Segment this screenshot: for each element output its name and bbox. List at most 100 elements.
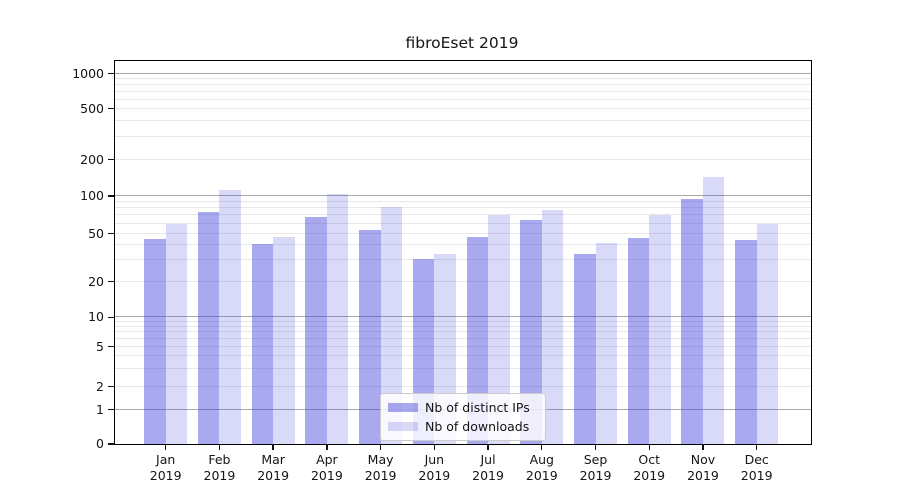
- gridline-minor: [115, 367, 811, 369]
- x-tick-label: Jul 2019: [472, 452, 504, 483]
- y-tick-mark: [108, 233, 114, 235]
- y-tick-mark: [108, 443, 114, 445]
- x-tick-label: Aug 2019: [525, 452, 558, 483]
- x-tick-mark: [165, 444, 167, 450]
- y-tick-label: 100: [80, 188, 104, 203]
- gridline-minor: [115, 355, 811, 357]
- gridline-minor: [115, 200, 811, 202]
- bar-distinct-ips: [305, 217, 327, 444]
- gridline-minor: [115, 90, 811, 92]
- plot-area: Nb of distinct IPs Nb of downloads: [114, 60, 812, 445]
- gridlines-layer: [115, 61, 811, 444]
- gridline-minor: [115, 259, 811, 261]
- x-tick-mark: [379, 444, 382, 450]
- bar-distinct-ips: [144, 239, 166, 444]
- gridline-minor: [115, 345, 811, 347]
- x-tick-mark: [541, 444, 543, 450]
- x-tick-label: Nov 2019: [687, 452, 719, 483]
- y-tick-label: 0: [96, 436, 104, 451]
- legend-box: Nb of distinct IPs Nb of downloads: [380, 393, 546, 441]
- x-tick-mark: [702, 444, 704, 450]
- bar-downloads: [165, 223, 188, 444]
- x-tick-mark: [594, 444, 597, 450]
- gridline-major: [115, 316, 811, 318]
- gridline-minor: [115, 84, 811, 86]
- bar-downloads: [702, 176, 725, 444]
- bar-downloads: [541, 210, 564, 444]
- gridline-minor: [115, 98, 811, 100]
- y-tick-mark: [108, 159, 114, 161]
- y-tick-mark: [108, 280, 114, 283]
- x-tick-label: Jan 2019: [149, 452, 182, 483]
- bar-distinct-ips: [251, 244, 274, 444]
- bar-downloads: [273, 237, 295, 444]
- y-tick-mark: [108, 73, 114, 75]
- y-tick-label: 1: [96, 401, 104, 417]
- bar-distinct-ips: [735, 240, 757, 444]
- y-tick-mark: [108, 345, 114, 348]
- legend-label: Nb of downloads: [425, 419, 530, 434]
- y-tick-label: 2: [96, 378, 104, 394]
- legend-swatch-ips: [388, 402, 418, 413]
- y-tick-mark: [108, 195, 114, 197]
- gridline-minor: [115, 331, 811, 333]
- gridline-major: [115, 195, 811, 196]
- x-tick-label: Dec 2019: [740, 452, 773, 483]
- x-tick-mark: [433, 444, 436, 450]
- y-tick-mark: [108, 385, 114, 388]
- bar-distinct-ips: [520, 219, 542, 444]
- gridline-minor: [115, 120, 811, 122]
- legend-row: Nb of downloads: [388, 417, 538, 436]
- y-tick-label: 500: [80, 100, 104, 116]
- x-tick-label: Mar 2019: [257, 452, 290, 483]
- y-tick-label: 1000: [72, 65, 104, 81]
- y-tick-label: 20: [88, 273, 104, 289]
- bar-distinct-ips: [627, 238, 650, 444]
- gridline-minor: [115, 214, 811, 216]
- x-tick-mark: [272, 444, 274, 450]
- x-tick-label: Feb 2019: [203, 452, 236, 483]
- legend-swatch-downloads: [388, 421, 418, 432]
- y-tick-label: 10: [88, 309, 104, 325]
- bar-downloads: [380, 206, 403, 444]
- x-tick-mark: [755, 444, 758, 450]
- gridline-minor: [115, 280, 811, 282]
- bar-downloads: [595, 242, 618, 444]
- gridline-minor: [115, 78, 811, 80]
- legend-row: Nb of distinct IPs: [388, 398, 538, 417]
- gridline-minor: [115, 232, 811, 234]
- gridline-minor: [115, 158, 811, 160]
- chart-title: fibroEset 2019: [405, 34, 519, 52]
- x-tick-label: Apr 2019: [310, 452, 343, 483]
- bar-distinct-ips: [466, 237, 489, 444]
- bar-downloads: [326, 193, 349, 444]
- x-tick-label: May 2019: [364, 452, 397, 483]
- bar-distinct-ips: [359, 229, 381, 444]
- gridline-major: [115, 72, 811, 74]
- gridline-minor: [115, 222, 811, 224]
- y-tick-mark: [108, 108, 114, 110]
- bar-distinct-ips: [574, 253, 596, 444]
- gridline-minor: [115, 107, 811, 109]
- bar-downloads: [756, 223, 779, 444]
- x-tick-label: Jun 2019: [418, 452, 451, 483]
- bar-downloads: [649, 215, 671, 444]
- gridline-minor: [115, 207, 811, 209]
- x-tick-mark: [648, 444, 650, 450]
- y-tick-label: 5: [96, 338, 104, 354]
- y-tick-label: 50: [88, 225, 104, 241]
- x-tick-label: Sep 2019: [579, 452, 612, 483]
- bar-downloads: [488, 215, 510, 444]
- gridline-minor: [115, 320, 811, 322]
- gridline-minor: [115, 325, 811, 327]
- legend-label: Nb of distinct IPs: [425, 400, 530, 415]
- gridline-minor: [115, 337, 811, 339]
- y-tick-mark: [108, 408, 114, 411]
- bars-layer: [115, 61, 811, 444]
- x-tick-mark: [218, 444, 221, 450]
- bar-distinct-ips: [681, 198, 703, 444]
- bar-distinct-ips: [197, 211, 220, 444]
- gridline-minor: [115, 244, 811, 246]
- y-tick-mark: [108, 316, 114, 318]
- y-tick-label: 200: [80, 151, 104, 167]
